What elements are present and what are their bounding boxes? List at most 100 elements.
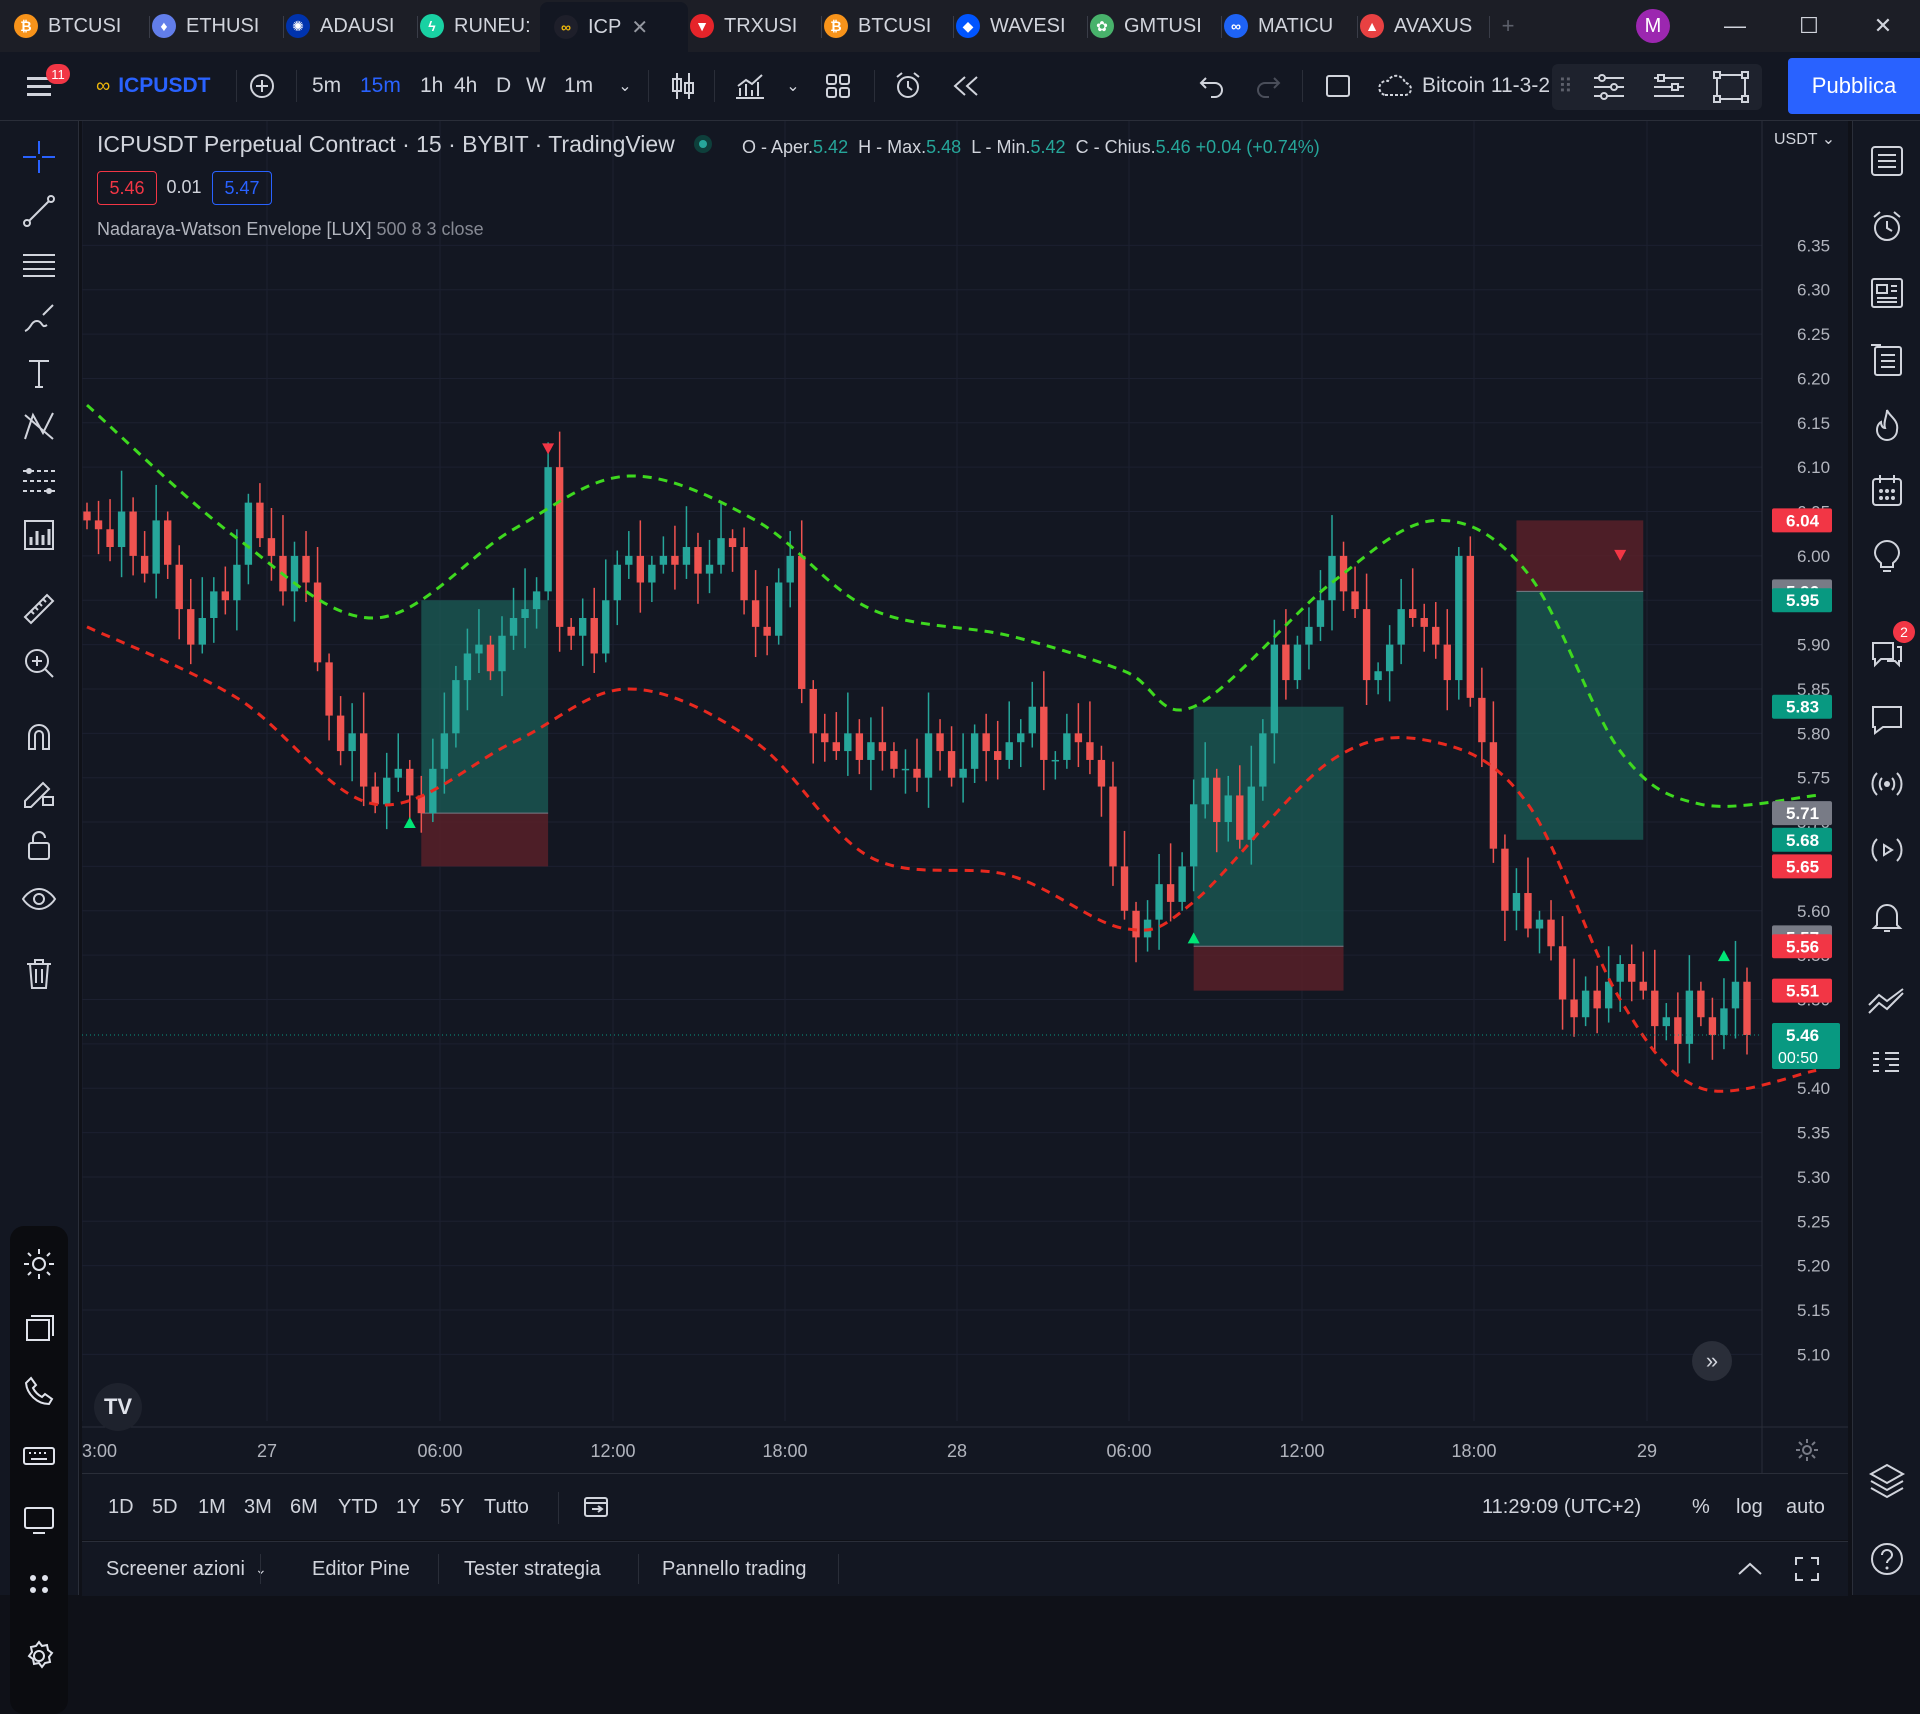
interval-W[interactable]: W [526,74,546,97]
dom-button[interactable] [1865,1041,1909,1085]
close-tab-icon[interactable]: ✕ [631,16,649,39]
indicator-legend[interactable]: Nadaraya-Watson Envelope [LUX] 500 8 3 c… [97,219,484,240]
browser-tab-icp[interactable]: ∞ ICP ✕ [540,2,688,52]
data-window-button[interactable] [1865,271,1909,315]
browser-tab-gmt[interactable]: ✿ GMTUSI [1076,4,1222,48]
alert-button[interactable] [888,52,928,120]
notifications-button[interactable] [1865,895,1909,939]
browser-tab-trx[interactable]: ▼ TRXUSI [676,4,822,48]
period-6m[interactable]: 6M [290,1495,318,1518]
fib-tool[interactable] [17,243,61,287]
position-profit-zone[interactable] [1516,591,1644,840]
position-loss-zone[interactable] [1193,946,1344,991]
brush-tool[interactable] [17,297,61,341]
redo-button[interactable] [1248,52,1288,120]
indicators-button[interactable] [730,52,770,120]
hide-drawings-tool[interactable] [17,877,61,921]
period-tutto[interactable]: Tutto [484,1495,529,1518]
browser-tab-btc[interactable]: ₿ BTCUSI [0,4,150,48]
period-1y[interactable]: 1Y [396,1495,421,1518]
streams-button[interactable] [1865,763,1909,807]
interval-1m[interactable]: 1m [564,74,594,97]
position-loss-zone[interactable] [421,813,549,867]
apps-button[interactable] [21,1566,57,1607]
menu-button[interactable] [18,52,62,120]
auto-scale-toggle[interactable]: auto [1786,1495,1825,1518]
new-tab-button[interactable]: + [1501,13,1515,38]
layout-name-button[interactable]: Bitcoin 11-3-2 [1376,52,1550,120]
goto-date-button[interactable] [582,1474,612,1540]
remove-drawings-tool[interactable] [17,951,61,995]
ideas-button[interactable] [1865,535,1909,579]
position-profit-zone[interactable] [1193,706,1344,947]
market-status-icon[interactable] [694,135,712,153]
object-tree-button[interactable] [1590,70,1628,109]
measure-tool[interactable] [17,587,61,631]
browser-tab-rune[interactable]: ϟ RUNEU: [406,4,552,48]
pattern-tool[interactable] [17,405,61,449]
desktop-button[interactable] [21,1502,57,1543]
layers-button[interactable] [1865,1459,1909,1503]
interval-15m[interactable]: 15m [360,74,401,97]
prediction-tool[interactable] [17,459,61,503]
period-5d[interactable]: 5D [152,1495,178,1518]
sell-price-button[interactable]: 5.46 [97,171,157,205]
volume-profile-tool[interactable] [17,513,61,557]
drag-handle-icon[interactable]: ⠿ [1558,76,1573,98]
layout-select-button[interactable] [1318,52,1358,120]
replay-button[interactable] [946,52,986,120]
data-window-button[interactable] [1650,70,1688,109]
position-loss-zone[interactable] [1516,520,1644,592]
period-ytd[interactable]: YTD [338,1495,378,1518]
publications-button[interactable] [21,1310,57,1351]
maximize-panel-button[interactable] [1794,1542,1820,1596]
hotkeys-button[interactable] [21,1438,57,1479]
text-tool[interactable] [17,351,61,395]
interval-5m[interactable]: 5m [312,74,342,97]
clock-timezone[interactable]: 11:29:09 (UTC+2) [1482,1495,1642,1518]
interval-D[interactable]: D [496,74,512,97]
browser-tab-eth[interactable]: ♦ ETHUSI [138,4,284,48]
live-button[interactable] [1865,829,1909,873]
browser-tab-ada[interactable]: ✺ ADAUSI [272,4,418,48]
browser-tab-avax[interactable]: ▲ AVAXUS [1346,4,1490,48]
chart-type-button[interactable] [664,52,702,120]
trendline-tool[interactable] [17,189,61,233]
period-1m[interactable]: 1M [198,1495,226,1518]
watchlist-button[interactable] [1865,139,1909,183]
interval-1h[interactable]: 1h [420,74,444,97]
help-button[interactable] [1865,1537,1909,1581]
maximize-button[interactable]: ☐ [1774,0,1844,52]
calendar-button[interactable] [1865,469,1909,513]
period-1d[interactable]: 1D [108,1495,134,1518]
support-button[interactable] [21,1374,57,1415]
tab-pine-editor[interactable]: Editor Pine [312,1542,410,1596]
tab-strategy-tester[interactable]: Tester strategia [464,1542,601,1596]
lock-drawings-tool[interactable] [17,823,61,867]
log-scale-toggle[interactable]: log [1736,1495,1763,1518]
symbol-search-button[interactable]: ∞ ICPUSDT [96,52,222,120]
browser-tab-matic[interactable]: ∞ MATICU [1210,4,1358,48]
collapse-panel-button[interactable] [1736,1542,1764,1596]
avatar[interactable]: M [1636,9,1670,43]
alerts-button[interactable] [1865,205,1909,249]
close-window-button[interactable]: ✕ [1848,0,1918,52]
messages-button[interactable] [1865,697,1909,741]
stay-in-drawing-tool[interactable] [17,769,61,813]
fullscreen-button[interactable] [1712,70,1750,109]
period-3m[interactable]: 3M [244,1495,272,1518]
buy-price-button[interactable]: 5.47 [212,171,272,205]
indicators-dropdown[interactable]: ⌄ [780,52,806,120]
browser-tab-btc[interactable]: ₿ BTCUSI [810,4,954,48]
scroll-to-realtime-button[interactable]: » [1692,1341,1732,1381]
compare-symbol-button[interactable] [244,52,280,120]
tab-trading-panel[interactable]: Pannello trading [662,1542,807,1596]
theme-toggle[interactable] [21,1246,57,1287]
zoom-tool[interactable] [17,641,61,685]
tab-stock-screener[interactable]: Screener azioni⌄ [106,1542,267,1596]
crosshair-tool[interactable] [17,135,61,179]
chats-button[interactable] [1865,631,1909,675]
interval-4h[interactable]: 4h [454,74,478,97]
hotlist-button[interactable] [1865,337,1909,381]
currency-select[interactable]: USDT ⌄ [1774,129,1835,149]
